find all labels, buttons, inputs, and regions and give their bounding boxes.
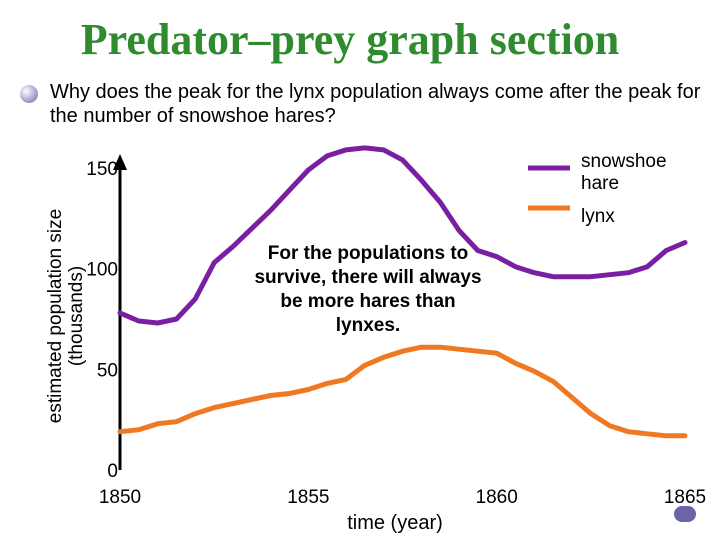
chart-axes: 0 50 100 150 1850 1855 1860 1865 time (year) [86,154,706,534]
y-tick-label: 0 [107,461,118,482]
y-tick-label: 150 [86,159,118,180]
legend-label-lynx: lynx [581,206,615,227]
chart-series [117,145,688,439]
callout-text: For the populations to survive, there wi… [254,243,482,336]
x-tick-label: 1865 [664,487,706,508]
series-line-snowshoe-hare [117,145,688,326]
slide-nav-icon[interactable] [674,506,696,522]
x-tick-label: 1860 [476,487,518,508]
x-tick-label: 1855 [287,487,329,508]
series-line-lynx [117,344,688,439]
question-text: Why does the peak for the lynx populatio… [50,81,701,127]
y-tick-label: 50 [97,360,118,381]
chart-legend: snowshoe hare lynx [528,151,667,227]
slide-title: Predator–prey graph section [80,15,620,64]
y-tick-label: 100 [86,260,118,281]
x-axis-label: time (year) [347,512,443,534]
bullet-icon [20,85,38,103]
x-tick-label: 1850 [99,487,141,508]
y-axis-arrow-icon [113,154,127,170]
legend-label-hare: snowshoe hare [581,151,667,194]
